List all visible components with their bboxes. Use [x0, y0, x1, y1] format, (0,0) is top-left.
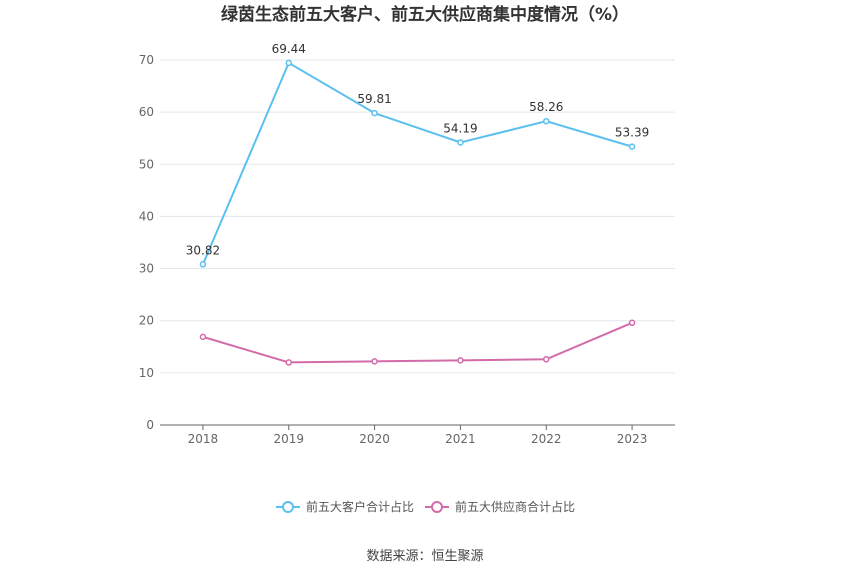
source-note: 数据来源：恒生聚源 — [366, 549, 483, 564]
data-point[interactable] — [457, 139, 464, 146]
legend: 前五大客户合计占比 前五大供应商合计占比 — [276, 499, 575, 514]
data-labels: 30.82 69.44 59.81 54.19 58.26 53.39 — [186, 42, 650, 257]
data-point[interactable] — [371, 109, 378, 117]
data-label: 69.44 — [272, 42, 306, 56]
chart-title: 绿茵生态前五大客户、前五大供应商集中度情况（%） — [221, 4, 629, 25]
data-label: 30.82 — [186, 243, 220, 257]
data-label: 58.26 — [529, 100, 563, 114]
legend-marker-icon — [282, 501, 294, 513]
data-point[interactable] — [285, 359, 292, 366]
legend-item-customers[interactable]: 前五大客户合计占比 — [276, 499, 414, 514]
legend-item-suppliers[interactable]: 前五大供应商合计占比 — [425, 499, 575, 514]
x-tick-label: 2020 — [359, 432, 390, 446]
x-axis: 2018 2019 2020 2021 2022 2023 — [188, 425, 648, 446]
data-point[interactable] — [371, 358, 378, 365]
data-label: 59.81 — [357, 92, 391, 106]
y-tick-label: 0 — [146, 418, 154, 432]
y-tick-label: 40 — [139, 209, 154, 223]
data-point[interactable] — [628, 319, 636, 327]
y-tick-label: 60 — [139, 105, 154, 119]
data-point[interactable] — [285, 59, 292, 67]
x-tick-label: 2018 — [188, 432, 219, 446]
data-point[interactable] — [543, 356, 550, 363]
y-tick-label: 10 — [139, 366, 154, 380]
data-point[interactable] — [199, 261, 207, 268]
data-point[interactable] — [199, 333, 207, 341]
x-tick-label: 2022 — [531, 432, 562, 446]
y-axis: 0 10 20 30 40 50 60 70 — [139, 53, 154, 432]
data-point[interactable] — [628, 143, 636, 150]
x-tick-label: 2019 — [273, 432, 304, 446]
y-tick-label: 50 — [139, 157, 154, 171]
y-tick-label: 70 — [139, 53, 154, 67]
data-point[interactable] — [457, 357, 464, 364]
y-tick-label: 30 — [139, 262, 154, 276]
legend-label: 前五大供应商合计占比 — [455, 499, 575, 514]
data-label: 53.39 — [615, 126, 649, 140]
series-line — [202, 321, 633, 364]
grid-lines — [160, 59, 675, 374]
x-tick-label: 2023 — [617, 432, 648, 446]
data-label: 54.19 — [443, 121, 477, 135]
data-point[interactable] — [543, 117, 550, 125]
x-tick-label: 2021 — [445, 432, 476, 446]
legend-label: 前五大客户合计占比 — [306, 499, 414, 514]
y-tick-label: 20 — [139, 314, 154, 328]
series-group — [199, 59, 636, 366]
legend-marker-icon — [431, 501, 443, 513]
series-line — [201, 61, 633, 265]
